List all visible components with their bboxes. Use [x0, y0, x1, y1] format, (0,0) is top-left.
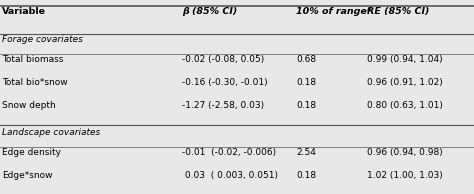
Text: 0.18: 0.18: [296, 101, 316, 110]
Text: -0.16 (-0.30, -0.01): -0.16 (-0.30, -0.01): [182, 78, 268, 87]
Text: Variable: Variable: [2, 7, 46, 16]
Text: 10% of rangeᵃ: 10% of rangeᵃ: [296, 7, 372, 16]
Text: 0.03  ( 0.003, 0.051): 0.03 ( 0.003, 0.051): [182, 171, 279, 180]
Text: -0.01  (-0.02, -0.006): -0.01 (-0.02, -0.006): [182, 148, 277, 157]
Text: Snow depth: Snow depth: [2, 101, 56, 110]
Text: Total bio*snow: Total bio*snow: [2, 78, 68, 87]
Text: 0.99 (0.94, 1.04): 0.99 (0.94, 1.04): [367, 55, 443, 64]
Text: -0.02 (-0.08, 0.05): -0.02 (-0.08, 0.05): [182, 55, 265, 64]
Text: 0.96 (0.94, 0.98): 0.96 (0.94, 0.98): [367, 148, 443, 157]
Text: Edge*snow: Edge*snow: [2, 171, 53, 180]
Text: β (85% CI): β (85% CI): [182, 7, 238, 16]
Text: Forage covariates: Forage covariates: [2, 35, 83, 44]
Text: 0.68: 0.68: [296, 55, 316, 64]
Text: Edge density: Edge density: [2, 148, 61, 157]
Text: 0.96 (0.91, 1.02): 0.96 (0.91, 1.02): [367, 78, 443, 87]
Text: -1.27 (-2.58, 0.03): -1.27 (-2.58, 0.03): [182, 101, 264, 110]
Text: 0.80 (0.63, 1.01): 0.80 (0.63, 1.01): [367, 101, 443, 110]
Text: 1.02 (1.00, 1.03): 1.02 (1.00, 1.03): [367, 171, 443, 180]
Text: Total biomass: Total biomass: [2, 55, 64, 64]
Text: RE (85% CI): RE (85% CI): [367, 7, 430, 16]
Text: 2.54: 2.54: [296, 148, 316, 157]
Text: 0.18: 0.18: [296, 171, 316, 180]
Text: Landscape covariates: Landscape covariates: [2, 128, 100, 137]
Text: 0.18: 0.18: [296, 78, 316, 87]
